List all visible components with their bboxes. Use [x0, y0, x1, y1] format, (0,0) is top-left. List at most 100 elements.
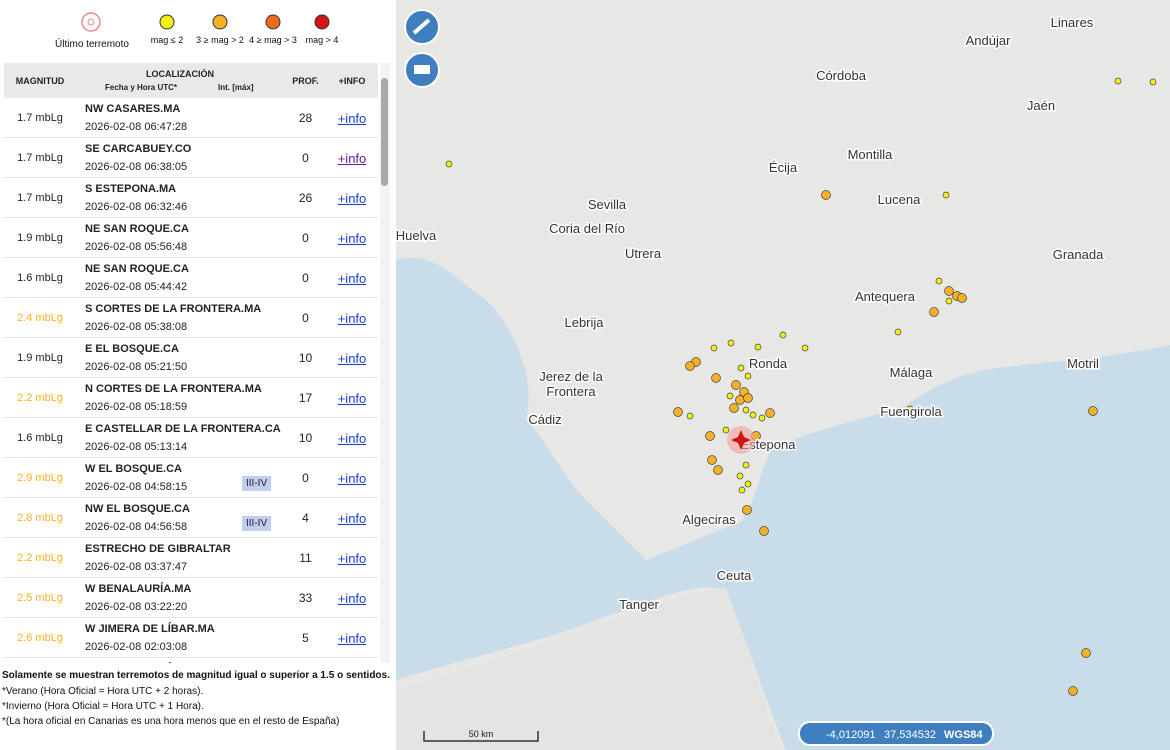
table-row[interactable]: 1.6 mbLg NE SAN ROQUE.CA 2026-02-08 05:44:…	[4, 258, 378, 298]
magnitude: 1.6 mbLg	[17, 432, 63, 444]
place-label: Montilla	[848, 147, 894, 162]
table-row[interactable]: 2.8 mbLg NW EL BOSQUE.CA 2026-02-08 04:56:…	[4, 498, 378, 538]
quake-dot[interactable]	[929, 307, 939, 317]
table-row[interactable]: 1.9 mbLg NE SAN ROQUE.CA 2026-02-08 05:56:…	[4, 218, 378, 258]
quake-dot[interactable]	[707, 455, 717, 465]
table-row[interactable]: 2.5 mbLg W BENALAURÍA.MA 2026-02-08 03:22:…	[4, 578, 378, 618]
place-label: Jerez de la Frontera	[539, 369, 603, 399]
quake-dot[interactable]	[711, 373, 721, 383]
quake-dot[interactable]	[686, 412, 694, 420]
info-link[interactable]: +info	[337, 511, 367, 526]
legend-label: mag ≤ 2	[150, 35, 184, 45]
table-row[interactable]: 2.2 mbLg N CORTES DE LA FRONTERA.MA 2026-0…	[4, 378, 378, 418]
quake-dot[interactable]	[801, 344, 809, 352]
datetime: 2026-02-08 05:13:14	[85, 441, 188, 453]
quake-dot[interactable]	[742, 461, 750, 469]
info-link[interactable]: +info	[337, 271, 367, 286]
th-intensity: Int. [máx]	[218, 83, 254, 92]
quake-dot[interactable]	[935, 277, 943, 285]
info-link[interactable]: +info	[337, 551, 367, 566]
location: NW CASARES.MA	[85, 103, 181, 115]
datetime: 2026-02-08 06:38:05	[85, 161, 188, 173]
info-link[interactable]: +info	[337, 591, 367, 606]
quake-dot[interactable]	[1088, 406, 1098, 416]
table-row[interactable]: 1.7 mbLg NW CASARES.MA 2026-02-08 06:47:28…	[4, 98, 378, 138]
table-row[interactable]: 2.9 mbLg W EL BOSQUE.CA 2026-02-08 04:58:1…	[4, 458, 378, 498]
info-link[interactable]: +info	[337, 351, 367, 366]
ruler-icon	[412, 18, 431, 35]
scroll-thumb[interactable]	[381, 78, 388, 186]
quake-dot[interactable]	[731, 380, 741, 390]
info-link[interactable]: +info	[337, 391, 367, 406]
magnitude: 1.7 mbLg	[17, 112, 63, 124]
info-link[interactable]: +info	[337, 471, 367, 486]
quake-dot[interactable]	[765, 408, 775, 418]
info-link[interactable]: +info	[337, 111, 367, 126]
table-row[interactable]: 1.6 mbLg E CASTELLAR DE LA FRONTERA.CA 202…	[4, 418, 378, 458]
map[interactable]: Linares Andújar Córdoba Jaén Écija Montilla Se…	[396, 0, 1170, 750]
quake-dot[interactable]	[821, 190, 831, 200]
quake-dot[interactable]	[705, 431, 715, 441]
magnitude: 2.6 mbLg	[17, 632, 63, 644]
quake-dot[interactable]	[722, 426, 730, 434]
magnitude: 1.7 mbLg	[17, 152, 63, 164]
quake-dot[interactable]	[445, 160, 453, 168]
quake-dot[interactable]	[759, 526, 769, 536]
table-row[interactable]: 2.2 mbLg ESTRECHO DE GIBRALTAR 2026-02-08 …	[4, 538, 378, 578]
table-row[interactable]: 1.9 mbLg E EL BOSQUE.CA 2026-02-08 05:21:5…	[4, 338, 378, 378]
th-magnitude: MAGNITUD	[15, 76, 65, 86]
quake-dot[interactable]	[944, 286, 954, 296]
quake-dot[interactable]	[749, 411, 757, 419]
printer-icon	[414, 65, 430, 74]
quake-dot[interactable]	[713, 465, 723, 475]
quake-dot[interactable]	[727, 339, 735, 347]
quake-dot[interactable]	[673, 407, 683, 417]
place-label: Coria del Río	[549, 221, 625, 236]
location: E CASTELLAR DE LA FRONTERA.CA	[85, 423, 281, 435]
legend-dot	[159, 14, 175, 30]
scale-label: 50 km	[469, 729, 494, 739]
quake-dot[interactable]	[1114, 77, 1122, 85]
quake-dot[interactable]	[1149, 78, 1157, 86]
quake-dot[interactable]	[737, 364, 745, 372]
quake-dot[interactable]	[742, 406, 750, 414]
info-link[interactable]: +info	[337, 631, 367, 646]
info-link[interactable]: +info	[337, 151, 367, 166]
quake-dot[interactable]	[726, 392, 734, 400]
info-link[interactable]: +info	[337, 311, 367, 326]
place-label: Utrera	[625, 246, 662, 261]
quake-dot[interactable]	[894, 328, 902, 336]
quake-dot[interactable]	[1081, 648, 1091, 658]
quake-dot[interactable]	[945, 297, 953, 305]
quake-dot[interactable]	[710, 344, 718, 352]
table-row[interactable]: W JIMERA DE LÍBAR.MA	[4, 658, 378, 663]
quake-dot[interactable]	[685, 361, 695, 371]
info-link[interactable]: +info	[337, 431, 367, 446]
quake-dot[interactable]	[754, 343, 762, 351]
latest-icon-core	[87, 18, 95, 26]
quake-dot[interactable]	[906, 405, 914, 413]
info-link[interactable]: +info	[337, 231, 367, 246]
quake-dot[interactable]	[779, 331, 787, 339]
quake-dot[interactable]	[742, 505, 752, 515]
quake-dot[interactable]	[1068, 686, 1078, 696]
info-link[interactable]: +info	[337, 191, 367, 206]
table-body[interactable]: 1.7 mbLg NW CASARES.MA 2026-02-08 06:47:28…	[4, 98, 378, 663]
quake-dot[interactable]	[729, 403, 739, 413]
table-row[interactable]: 2.4 mbLg S CORTES DE LA FRONTERA.MA 2026-0…	[4, 298, 378, 338]
quake-dot[interactable]	[758, 414, 766, 422]
quake-dot[interactable]	[735, 395, 745, 405]
quake-dot[interactable]	[736, 472, 744, 480]
quake-dot[interactable]	[743, 393, 753, 403]
quake-dot[interactable]	[744, 372, 752, 380]
quake-dot[interactable]	[744, 480, 752, 488]
quake-dot[interactable]	[738, 486, 746, 494]
table-row[interactable]: 1.7 mbLg S ESTEPONA.MA 2026-02-08 06:32:46…	[4, 178, 378, 218]
table-row[interactable]: 2.6 mbLg W JIMERA DE LÍBAR.MA 2026-02-08 0…	[4, 618, 378, 658]
scrollbar[interactable]	[380, 63, 390, 663]
quake-dot[interactable]	[942, 191, 950, 199]
datetime: 2026-02-08 04:58:15	[85, 481, 188, 493]
place-label: Córdoba	[816, 68, 867, 83]
table-row[interactable]: 1.7 mbLg SE CARCABUEY.CO 2026-02-08 06:38:…	[4, 138, 378, 178]
quake-dot[interactable]	[957, 293, 967, 303]
